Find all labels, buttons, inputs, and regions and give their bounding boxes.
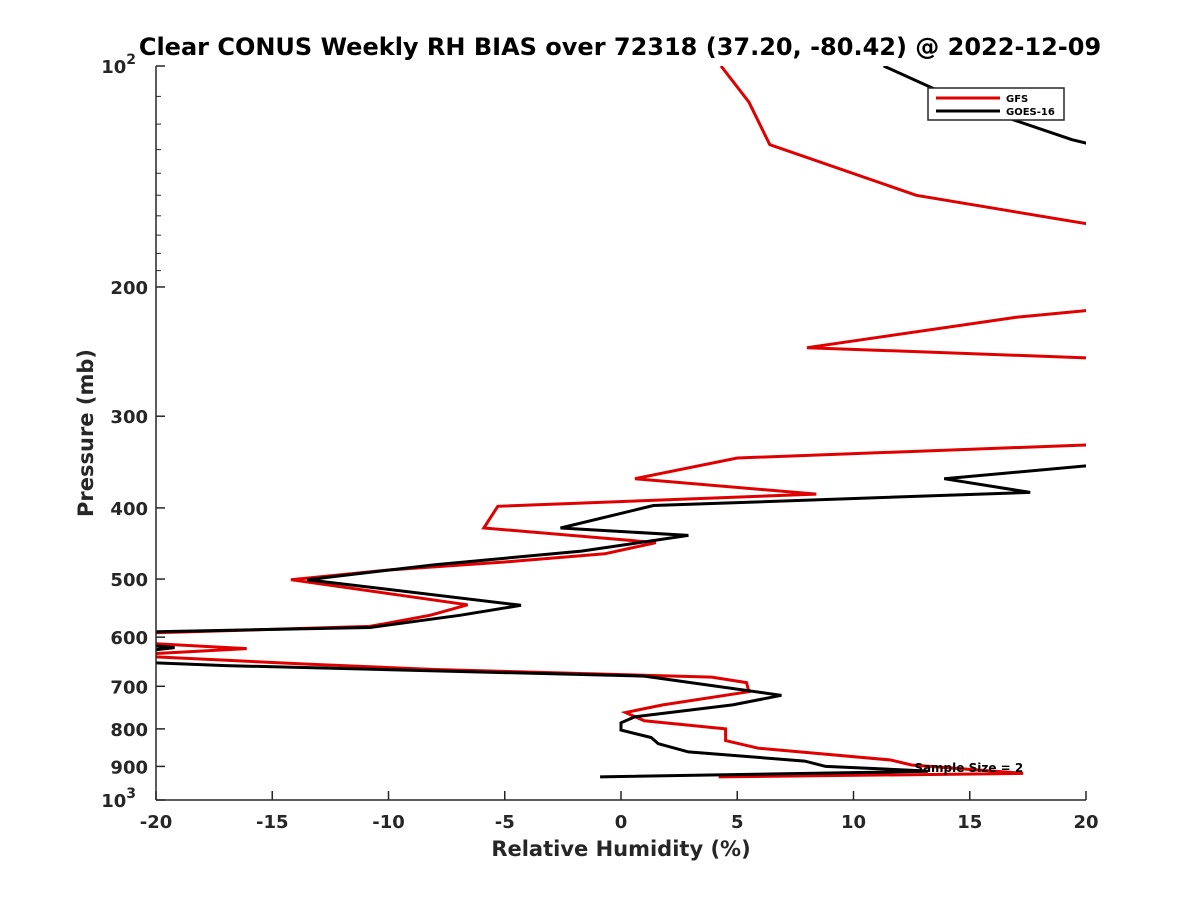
x-tick-label: -5	[495, 812, 515, 833]
x-tick-label: 0	[615, 812, 628, 833]
x-tick-label: -10	[372, 812, 405, 833]
y-tick-label: 103	[101, 786, 136, 812]
y-tick-label: 102	[101, 52, 136, 78]
series-layer	[156, 66, 1086, 779]
y-tick-label: 300	[110, 407, 148, 428]
y-tick-label: 500	[110, 570, 148, 591]
legend-box	[927, 87, 1065, 121]
legend: GFS GOES-16	[927, 87, 1065, 121]
y-tick-label: 800	[110, 720, 148, 741]
y-tick-label: 600	[110, 628, 148, 649]
sample-size-annotation: Sample Size = 2	[914, 761, 1023, 775]
x-tick-label: 15	[957, 812, 982, 833]
series-line-gfs	[156, 66, 1086, 779]
x-tick-label: -20	[140, 812, 173, 833]
x-tick-label: 10	[841, 812, 866, 833]
y-tick-label: 700	[110, 677, 148, 698]
chart-title: Clear CONUS Weekly RH BIAS over 72318 (3…	[139, 33, 1101, 61]
y-axis-label: Pressure (mb)	[74, 349, 98, 517]
axes-layer: -20 -15 -10 -5 0 5 10 15 20 102 200 300 400 500 600 700…	[101, 52, 1098, 833]
x-tick-label: 20	[1073, 812, 1098, 833]
legend-label-goes-16: GOES-16	[1006, 107, 1055, 118]
series-line-goes-16	[156, 66, 1086, 779]
y-tick-label: 400	[110, 499, 148, 520]
annotation-layer: Sample Size = 2	[914, 761, 1023, 775]
legend-label-gfs: GFS	[1006, 94, 1028, 105]
x-tick-label: -15	[256, 812, 289, 833]
y-tick-label: 900	[110, 757, 148, 778]
x-tick-label: 5	[731, 812, 744, 833]
x-axis-label: Relative Humidity (%)	[491, 837, 750, 861]
y-tick-label: 200	[110, 278, 148, 299]
